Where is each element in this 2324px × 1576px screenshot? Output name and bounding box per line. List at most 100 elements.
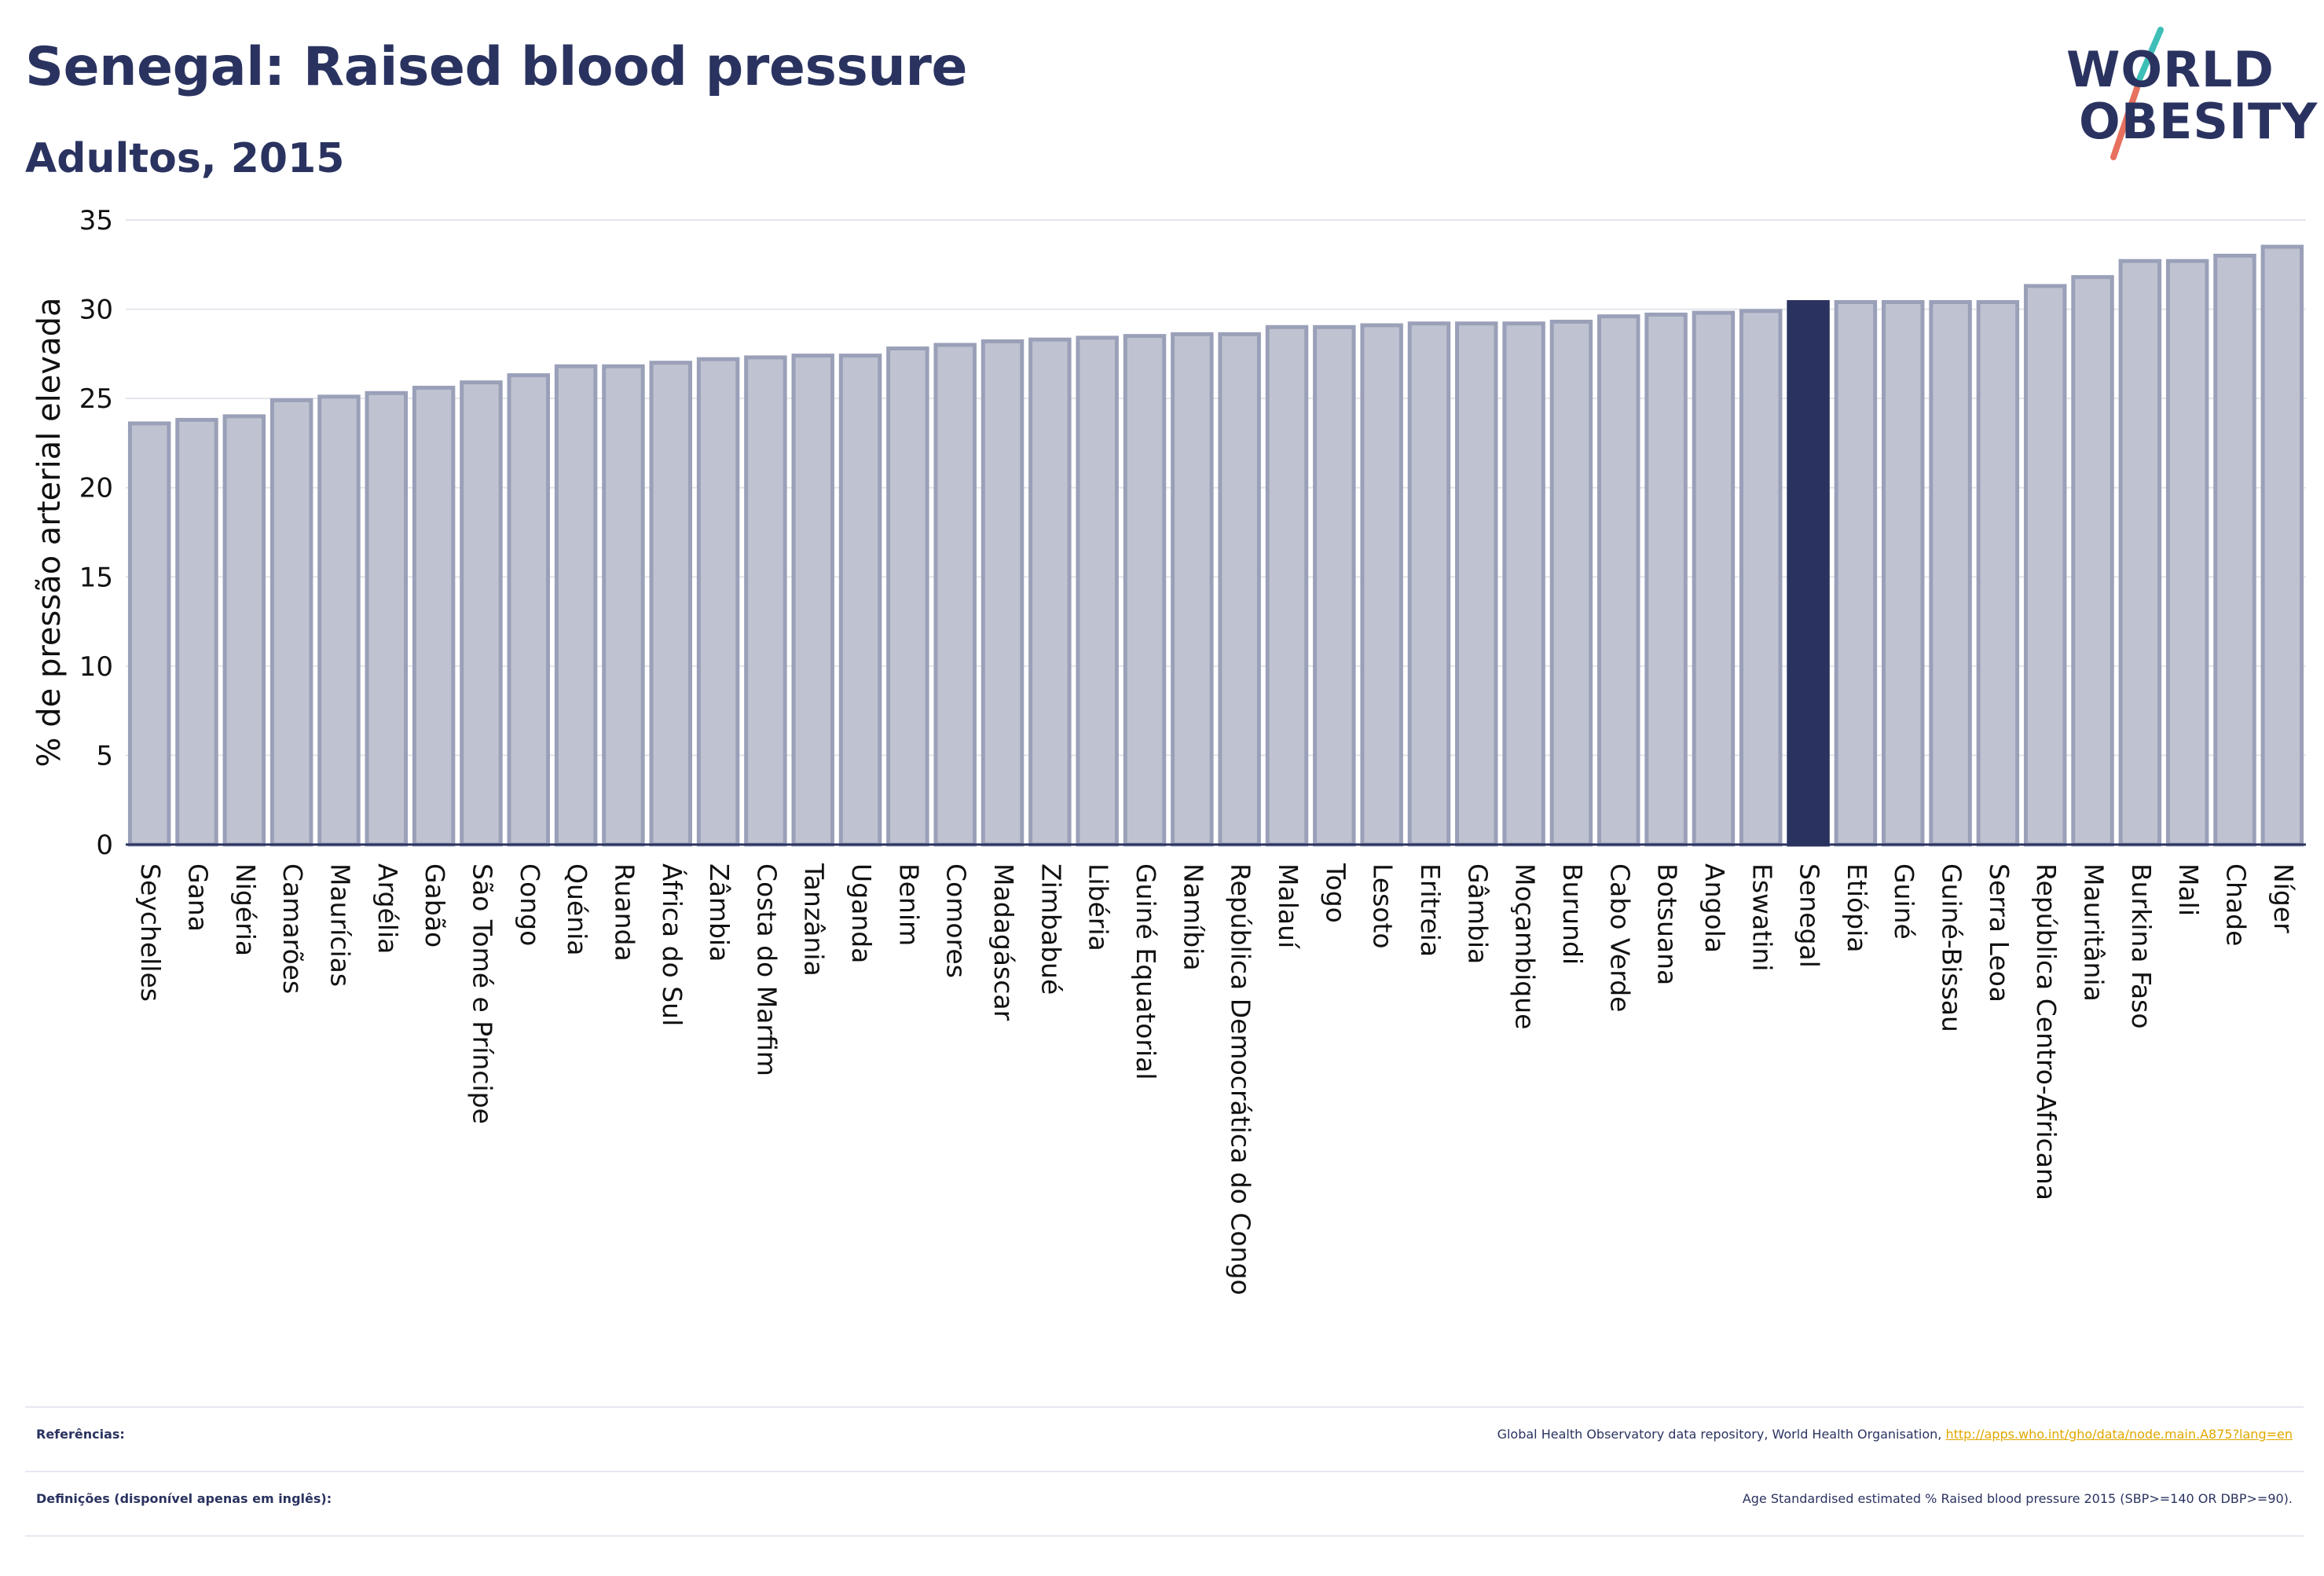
x-tick-label: Gabão <box>420 863 450 947</box>
x-tick-label: Etiópia <box>1842 863 1872 953</box>
chart-title: Senegal: Raised blood pressure <box>25 36 967 98</box>
world-obesity-logo: WORLD OBESITY <box>2043 24 2317 173</box>
references-link[interactable]: http://apps.who.int/gho/data/node.main.A… <box>1945 1427 2293 1442</box>
bar-botsuana <box>1644 312 1688 847</box>
bar--frica-do-sul <box>649 361 692 847</box>
bar-costa-do-marfim <box>744 355 787 847</box>
bar-benim <box>886 346 929 847</box>
y-tick-label: 25 <box>79 383 113 415</box>
logo-slash-icon <box>2110 27 2164 160</box>
x-tick-label: Eswatini <box>1747 863 1777 971</box>
bar-seychelles <box>127 421 171 847</box>
x-tick-label: Zimbabué <box>1036 863 1066 995</box>
y-tick-label: 5 <box>96 740 113 772</box>
bar-mali <box>2165 258 2209 847</box>
x-tick-label: Togo <box>1320 863 1351 923</box>
x-tick-label: Gâmbia <box>1462 863 1493 964</box>
bar-eritreia <box>1407 321 1451 847</box>
x-tick-label: Argélia <box>372 863 403 954</box>
bar-eswatini <box>1739 309 1783 847</box>
bar-lib-ria <box>1076 335 1119 847</box>
x-tick-label: Botsuana <box>1652 863 1683 985</box>
x-tick-label: Nigéria <box>230 863 261 956</box>
bar-chade <box>2213 253 2256 847</box>
bar-camar-es <box>269 398 313 847</box>
x-tick-label: Senegal <box>1794 863 1825 968</box>
x-tick-label: Zâmbia <box>704 863 735 962</box>
x-tick-label: Seychelles <box>135 863 166 1002</box>
x-tick-label: Cabo Verde <box>1604 863 1635 1012</box>
references-label: Referências: <box>36 1427 125 1442</box>
bar-angola <box>1692 310 1736 847</box>
bar-congo <box>507 373 551 847</box>
bar-nam-bia <box>1171 332 1214 847</box>
bar-eti-pia <box>1834 299 1878 847</box>
references-row: Referências: Global Health Observatory d… <box>25 1406 2304 1471</box>
x-tick-label: Angola <box>1699 863 1730 953</box>
logo-text-world: WORLD <box>2066 41 2275 98</box>
x-tick-label: Camarões <box>277 863 308 994</box>
x-tick-label: Madagáscar <box>988 863 1019 1021</box>
logo-text-obesity: OBESITY <box>2079 93 2319 150</box>
bar-comores <box>933 343 977 847</box>
x-tick-label: Mauritânia <box>2079 863 2110 1002</box>
y-tick-label: 35 <box>79 205 113 236</box>
x-tick-label: Lesoto <box>1368 863 1398 949</box>
x-tick-label: Burkina Faso <box>2126 863 2157 1029</box>
bar-zimbabu- <box>1028 337 1072 847</box>
y-tick-label: 0 <box>96 830 113 861</box>
x-tick-label: Tanzânia <box>799 863 830 977</box>
x-tick-label: República Democrática do Congo <box>1226 863 1256 1296</box>
bar-s-o-tom-e-pr-ncipe <box>460 380 503 847</box>
x-tick-label: Guiné <box>1889 863 1919 940</box>
bar-malau- <box>1265 324 1309 847</box>
x-tick-label: São Tomé e Príncipe <box>467 863 497 1124</box>
bar-n-ger <box>2260 244 2304 847</box>
bar-togo <box>1313 324 1356 847</box>
bar-tanz-nia <box>791 354 834 847</box>
y-tick-labels: 0 5 10 15 20 25 30 35 <box>79 205 113 861</box>
x-tick-label: Mali <box>2173 863 2204 916</box>
definitions-row: Definições (disponível apenas em inglês)… <box>25 1471 2304 1537</box>
x-tick-label: República Centro-Africana <box>2031 863 2062 1200</box>
x-tick-label: Chade <box>2221 863 2252 946</box>
bar-ruanda <box>602 364 645 847</box>
x-tick-label: Costa do Marfim <box>751 863 782 1076</box>
x-tick-label: Níger <box>2268 863 2299 933</box>
x-tick-label: Comores <box>941 863 972 978</box>
y-tick-label: 20 <box>79 473 113 504</box>
y-tick-label: 15 <box>79 562 113 593</box>
bar-rep-blica-democr-tica-do-congo <box>1218 332 1261 847</box>
definitions-label: Definições (disponível apenas em inglês)… <box>36 1491 332 1506</box>
x-tick-label: Benim <box>893 863 924 946</box>
definitions-text: Age Standardised estimated % Raised bloo… <box>1742 1491 2293 1506</box>
bar-lesoto <box>1360 323 1403 847</box>
bar-nig-ria <box>222 414 266 847</box>
x-tick-label: Guiné-Bissau <box>1937 863 1967 1032</box>
bar-guin- <box>1881 299 1925 847</box>
references-value: Global Health Observatory data repositor… <box>1497 1427 2293 1442</box>
bar-qu-nia <box>554 364 598 847</box>
bar-cabo-verde <box>1597 314 1640 847</box>
bar-guin-equatorial <box>1123 334 1167 847</box>
chart-subtitle: Adultos, 2015 <box>25 135 345 182</box>
bar-gab-o <box>412 386 456 847</box>
y-tick-label: 30 <box>79 295 113 326</box>
bar-maurit-nia <box>2071 275 2114 847</box>
x-tick-label: Quénia <box>562 863 592 956</box>
x-tick-label: Eritreia <box>1415 863 1446 957</box>
x-tick-label: Ruanda <box>609 863 640 962</box>
bar-burkina-faso <box>2118 258 2162 847</box>
bar-maur-cias <box>317 394 361 847</box>
bar-rep-blica-centro-africana <box>2023 284 2067 847</box>
bar-chart: 0 5 10 15 20 25 30 35 Seychelles Gana Nigéria Cama… <box>31 205 2306 1296</box>
bar-serra-leoa <box>1976 299 2020 847</box>
y-axis-label: % de pressão arterial elevada <box>31 298 68 768</box>
bar-arg-lia <box>365 390 409 847</box>
bar-madag-scar <box>981 339 1025 847</box>
bar-guin-bissau <box>1929 299 1972 847</box>
x-tick-label: Malauí <box>1273 863 1303 950</box>
x-tick-label: Guiné Equatorial <box>1131 863 1161 1080</box>
x-tick-label: Maurícias <box>324 863 355 987</box>
x-tick-label: Serra Leoa <box>1984 863 2014 1002</box>
